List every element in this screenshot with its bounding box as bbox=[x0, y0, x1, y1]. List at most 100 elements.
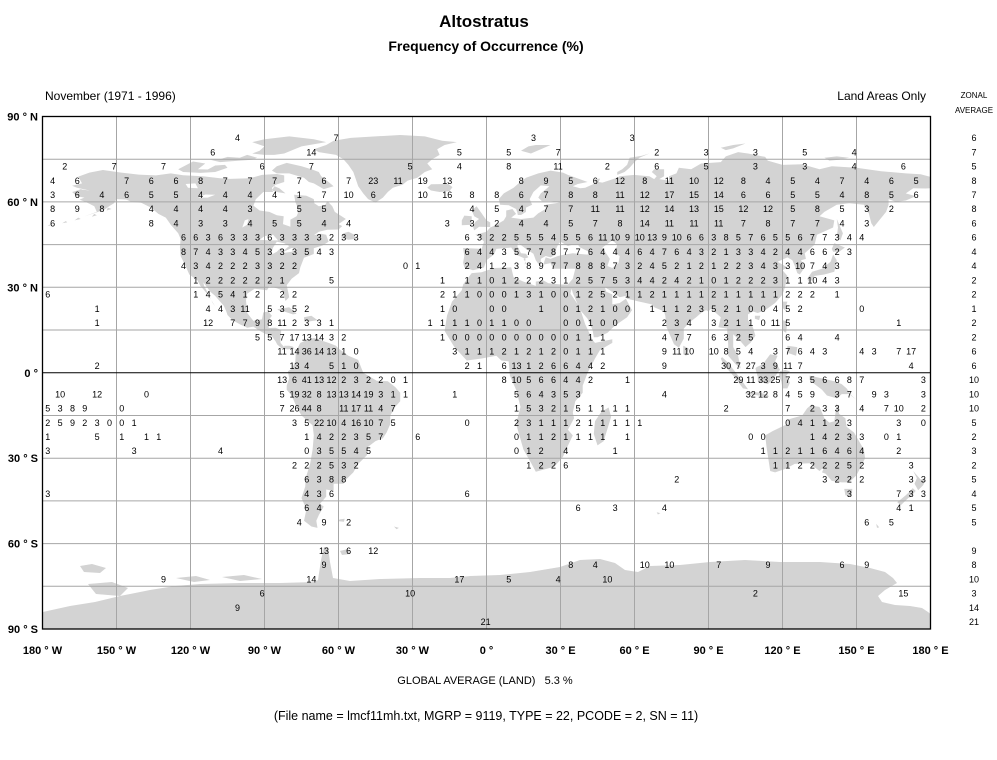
svg-text:4: 4 bbox=[798, 247, 803, 257]
svg-text:3: 3 bbox=[699, 304, 704, 314]
svg-text:1: 1 bbox=[514, 404, 519, 414]
svg-text:12: 12 bbox=[758, 389, 768, 399]
svg-text:90 ° W: 90 ° W bbox=[248, 645, 282, 657]
svg-text:8: 8 bbox=[741, 176, 746, 186]
svg-text:4: 4 bbox=[852, 147, 857, 157]
svg-text:6: 6 bbox=[173, 176, 178, 186]
svg-text:6: 6 bbox=[654, 162, 659, 172]
svg-text:4: 4 bbox=[223, 204, 228, 214]
svg-text:5: 5 bbox=[563, 389, 568, 399]
svg-text:4: 4 bbox=[588, 361, 593, 371]
svg-text:11: 11 bbox=[783, 361, 792, 371]
svg-text:8: 8 bbox=[971, 204, 976, 214]
svg-text:GLOBAL AVERAGE (LAND) 5.3 %: GLOBAL AVERAGE (LAND) 5.3 % bbox=[397, 675, 573, 687]
svg-text:3: 3 bbox=[822, 404, 827, 414]
svg-text:6: 6 bbox=[45, 290, 50, 300]
svg-text:10: 10 bbox=[640, 560, 650, 570]
svg-text:2: 2 bbox=[526, 275, 531, 285]
svg-text:11: 11 bbox=[665, 219, 674, 229]
svg-text:4: 4 bbox=[477, 261, 482, 271]
svg-text:5: 5 bbox=[149, 190, 154, 200]
svg-text:4: 4 bbox=[341, 418, 346, 428]
svg-text:5: 5 bbox=[329, 446, 334, 456]
svg-text:14: 14 bbox=[969, 603, 979, 613]
svg-text:1: 1 bbox=[588, 404, 593, 414]
svg-text:7: 7 bbox=[662, 247, 667, 257]
svg-text:3: 3 bbox=[753, 147, 758, 157]
svg-text:0: 0 bbox=[403, 261, 408, 271]
svg-text:2: 2 bbox=[798, 304, 803, 314]
svg-text:0: 0 bbox=[748, 304, 753, 314]
svg-text:10: 10 bbox=[326, 418, 336, 428]
svg-text:3: 3 bbox=[218, 247, 223, 257]
svg-text:2: 2 bbox=[662, 318, 667, 328]
svg-text:0: 0 bbox=[526, 318, 531, 328]
svg-text:3: 3 bbox=[304, 318, 309, 328]
svg-text:3: 3 bbox=[354, 375, 359, 385]
svg-text:2: 2 bbox=[971, 275, 976, 285]
svg-text:1: 1 bbox=[526, 446, 531, 456]
svg-text:0: 0 bbox=[107, 418, 112, 428]
svg-text:13: 13 bbox=[647, 233, 657, 243]
svg-text:8: 8 bbox=[198, 176, 203, 186]
svg-text:4: 4 bbox=[563, 375, 568, 385]
svg-text:2: 2 bbox=[971, 290, 976, 300]
svg-text:6: 6 bbox=[465, 233, 470, 243]
svg-text:1: 1 bbox=[736, 290, 741, 300]
svg-text:5: 5 bbox=[255, 247, 260, 257]
svg-text:3: 3 bbox=[822, 475, 827, 485]
svg-text:3: 3 bbox=[835, 233, 840, 243]
svg-text:1: 1 bbox=[341, 361, 346, 371]
svg-text:2: 2 bbox=[378, 375, 383, 385]
svg-text:4: 4 bbox=[687, 318, 692, 328]
svg-text:6: 6 bbox=[149, 176, 154, 186]
svg-text:4: 4 bbox=[822, 275, 827, 285]
svg-text:8: 8 bbox=[526, 261, 531, 271]
svg-text:1: 1 bbox=[428, 318, 433, 328]
svg-text:17: 17 bbox=[664, 190, 674, 200]
svg-text:30 ° S: 30 ° S bbox=[8, 453, 38, 465]
svg-text:1: 1 bbox=[637, 418, 642, 428]
svg-text:3: 3 bbox=[802, 162, 807, 172]
svg-text:32: 32 bbox=[302, 389, 312, 399]
svg-text:4: 4 bbox=[896, 503, 901, 513]
svg-text:2: 2 bbox=[859, 461, 864, 471]
svg-text:6: 6 bbox=[371, 190, 376, 200]
svg-text:11: 11 bbox=[393, 176, 402, 186]
svg-text:2: 2 bbox=[243, 261, 248, 271]
svg-text:4: 4 bbox=[317, 503, 322, 513]
svg-text:6: 6 bbox=[526, 389, 531, 399]
svg-text:2: 2 bbox=[230, 275, 235, 285]
svg-text:8: 8 bbox=[519, 176, 524, 186]
svg-text:7: 7 bbox=[785, 347, 790, 357]
svg-text:6: 6 bbox=[210, 147, 215, 157]
svg-text:11: 11 bbox=[746, 375, 755, 385]
svg-text:3: 3 bbox=[255, 261, 260, 271]
svg-text:5: 5 bbox=[790, 204, 795, 214]
svg-text:3: 3 bbox=[699, 247, 704, 257]
svg-text:0: 0 bbox=[761, 432, 766, 442]
svg-text:5: 5 bbox=[971, 517, 976, 527]
svg-text:7: 7 bbox=[815, 219, 820, 229]
svg-text:2: 2 bbox=[588, 290, 593, 300]
svg-text:7: 7 bbox=[124, 176, 129, 186]
svg-text:2: 2 bbox=[650, 290, 655, 300]
svg-text:6: 6 bbox=[798, 347, 803, 357]
svg-text:4: 4 bbox=[457, 162, 462, 172]
svg-text:7: 7 bbox=[716, 560, 721, 570]
svg-text:7: 7 bbox=[563, 247, 568, 257]
svg-text:6: 6 bbox=[346, 546, 351, 556]
svg-text:4: 4 bbox=[543, 219, 548, 229]
svg-text:1: 1 bbox=[477, 347, 482, 357]
svg-text:1: 1 bbox=[761, 446, 766, 456]
svg-text:0: 0 bbox=[600, 318, 605, 328]
svg-text:9: 9 bbox=[625, 233, 630, 243]
svg-text:12: 12 bbox=[615, 176, 625, 186]
svg-text:9: 9 bbox=[161, 574, 166, 584]
svg-text:2: 2 bbox=[736, 261, 741, 271]
svg-text:10: 10 bbox=[511, 375, 521, 385]
svg-text:5: 5 bbox=[329, 461, 334, 471]
svg-text:13: 13 bbox=[289, 361, 299, 371]
svg-text:5: 5 bbox=[292, 304, 297, 314]
svg-text:9: 9 bbox=[255, 318, 260, 328]
